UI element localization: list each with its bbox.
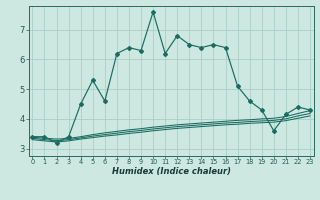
X-axis label: Humidex (Indice chaleur): Humidex (Indice chaleur) <box>112 167 231 176</box>
